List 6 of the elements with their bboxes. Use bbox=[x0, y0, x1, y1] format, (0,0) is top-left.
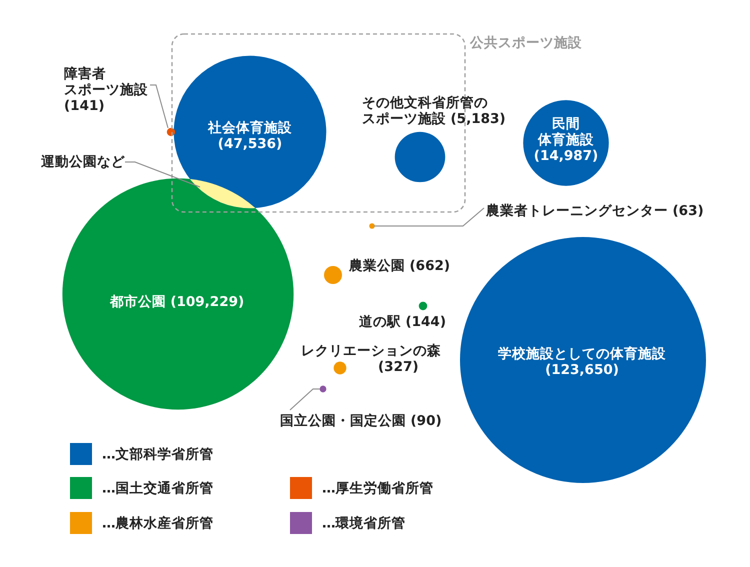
legend-label: …環境省所管 bbox=[322, 514, 406, 532]
legend-label: …農林水産省所管 bbox=[102, 514, 214, 532]
legend-label: …国土交通省所管 bbox=[102, 480, 214, 496]
text: 公共スポーツ施設 bbox=[469, 35, 583, 51]
legend-label: …文部科学省所管 bbox=[102, 446, 214, 462]
legend-label: …厚生労働省所管 bbox=[322, 480, 434, 496]
